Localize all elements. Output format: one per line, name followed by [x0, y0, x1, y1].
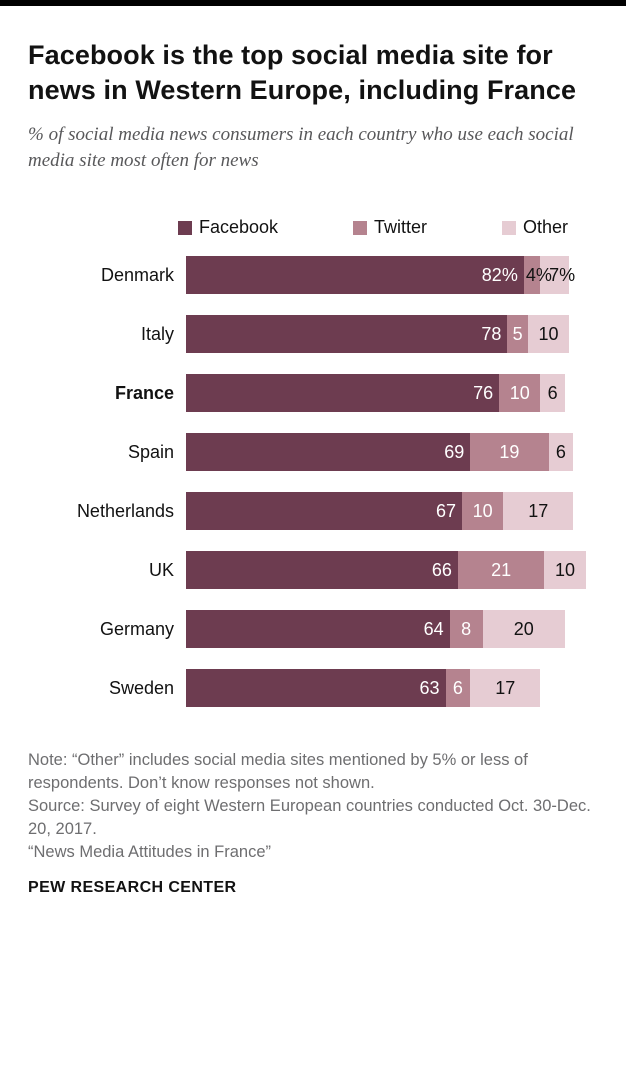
bar-value-label: 76	[473, 383, 494, 404]
bar-segment-other: 17	[470, 669, 541, 708]
chart-subtitle: % of social media news consumers in each…	[28, 124, 574, 171]
bar-segment-other: 10	[527, 315, 570, 354]
bar-segment-facebook: 78	[186, 315, 508, 354]
bar-value-label: 7%	[549, 265, 576, 286]
stacked-bar: 67 10 17	[186, 492, 598, 531]
country-label: Spain	[127, 441, 174, 462]
bar-value-label: 66	[431, 560, 452, 581]
bar-segment-other: 17	[503, 492, 574, 531]
chart-row-sweden: Sweden 63 6 17	[28, 669, 598, 708]
chart-row-denmark: Denmark 82% 4% 7%	[28, 256, 598, 295]
bar-value-label: 6	[555, 442, 566, 463]
legend-swatch-facebook	[178, 220, 192, 235]
chart-row-netherlands: Netherlands 67 10 17	[28, 492, 598, 531]
bar-segment-twitter: 4%	[523, 256, 552, 295]
stacked-bar: 78 5 10	[186, 315, 598, 354]
bar-segment-other: 10	[544, 551, 586, 590]
bar-value-label: 21	[491, 560, 512, 581]
chart-row-france: France 76 10 6	[28, 374, 598, 413]
legend-swatch-other	[501, 220, 516, 235]
note-text: Note: “Other” includes social media site…	[28, 751, 528, 793]
report-title: “News Media Attitudes in France”	[28, 842, 272, 861]
bar-value-label: 8	[461, 619, 472, 640]
bar-segment-facebook: 69	[186, 433, 471, 472]
bar-value-label: 4%	[525, 265, 552, 286]
country-label: Sweden	[108, 677, 174, 698]
chart-page: Facebook is the top social media site fo…	[0, 6, 626, 917]
bar-value-label: 69	[444, 442, 465, 463]
bar-value-label: 17	[528, 501, 549, 522]
bar-segment-other: 6	[548, 433, 574, 472]
stacked-bar: 69 19 6	[186, 433, 598, 472]
bar-value-label: 6	[547, 383, 558, 404]
country-label: Denmark	[100, 264, 174, 285]
stacked-bar: 66 21 10	[186, 551, 598, 590]
chart-row-germany: Germany 64 8 20	[28, 610, 598, 649]
legend-label: Facebook	[199, 217, 279, 238]
bar-segment-twitter: 8	[449, 610, 483, 649]
bar-value-label: 5	[512, 324, 523, 345]
bar-segment-facebook: 66	[186, 551, 458, 590]
legend-item-twitter: Twitter	[353, 217, 427, 238]
legend-label: Other	[522, 217, 568, 238]
bar-segment-facebook: 67	[186, 492, 463, 531]
legend-swatch-twitter	[353, 220, 367, 235]
bar-value-label: 63	[419, 678, 440, 699]
bar-segment-facebook: 64	[186, 610, 450, 649]
chart-row-italy: Italy 78 5 10	[28, 315, 598, 354]
bar-segment-facebook: 82%	[186, 256, 524, 295]
bar-value-label: 67	[436, 501, 457, 522]
chart-row-uk: UK 66 21 10	[28, 551, 598, 590]
bar-segment-other: 20	[482, 610, 566, 649]
country-label: France	[114, 382, 174, 403]
chart-rows: Denmark 82% 4% 7% Italy 78 5 10 France 76 10 6 Spain…	[28, 256, 598, 708]
source-text: Source: Survey of eight Western European…	[28, 797, 591, 838]
bar-value-label: 64	[423, 619, 444, 640]
bar-segment-twitter: 6	[445, 669, 471, 708]
country-label: Germany	[99, 618, 174, 639]
bar-segment-twitter: 19	[470, 433, 549, 472]
chart-row-spain: Spain 69 19 6	[28, 433, 598, 472]
bar-value-label: 78	[481, 324, 502, 345]
bar-segment-other: 6	[540, 374, 566, 413]
legend: Facebook Twitter Other	[178, 217, 568, 238]
legend-item-other: Other	[501, 217, 568, 238]
bar-segment-facebook: 76	[186, 374, 500, 413]
bar-segment-twitter: 10	[499, 374, 541, 413]
bar-value-label: 19	[499, 442, 520, 463]
bar-value-label: 10	[538, 324, 559, 345]
brand-name: PEW RESEARCH CENTER	[28, 879, 237, 897]
country-label: UK	[148, 559, 174, 580]
stacked-bar: 63 6 17	[186, 669, 598, 708]
bar-value-label: 10	[509, 383, 530, 404]
bar-segment-facebook: 63	[186, 669, 446, 708]
country-label: Italy	[140, 323, 174, 344]
country-label: Netherlands	[76, 500, 174, 521]
stacked-bar: 64 8 20	[186, 610, 598, 649]
top-border	[0, 0, 626, 6]
legend-label: Twitter	[374, 217, 428, 238]
bar-segment-twitter: 21	[457, 551, 545, 590]
bar-segment-twitter: 10	[462, 492, 504, 531]
bar-value-label: 17	[495, 678, 516, 699]
bar-segment-other: 7%	[540, 256, 575, 295]
bar-value-label: 6	[452, 678, 463, 699]
bar-value-label: 82%	[481, 265, 518, 286]
bar-value-label: 10	[555, 560, 576, 581]
stacked-bar: 82% 4% 7%	[186, 256, 598, 295]
bar-value-label: 20	[513, 619, 534, 640]
stacked-bar: 76 10 6	[186, 374, 598, 413]
legend-item-facebook: Facebook	[178, 217, 278, 238]
bar-value-label: 10	[472, 501, 493, 522]
footer: Note: “Other” includes social media site…	[28, 749, 598, 897]
bar-segment-twitter: 5	[507, 315, 528, 354]
page-title: Facebook is the top social media site fo…	[28, 40, 577, 106]
